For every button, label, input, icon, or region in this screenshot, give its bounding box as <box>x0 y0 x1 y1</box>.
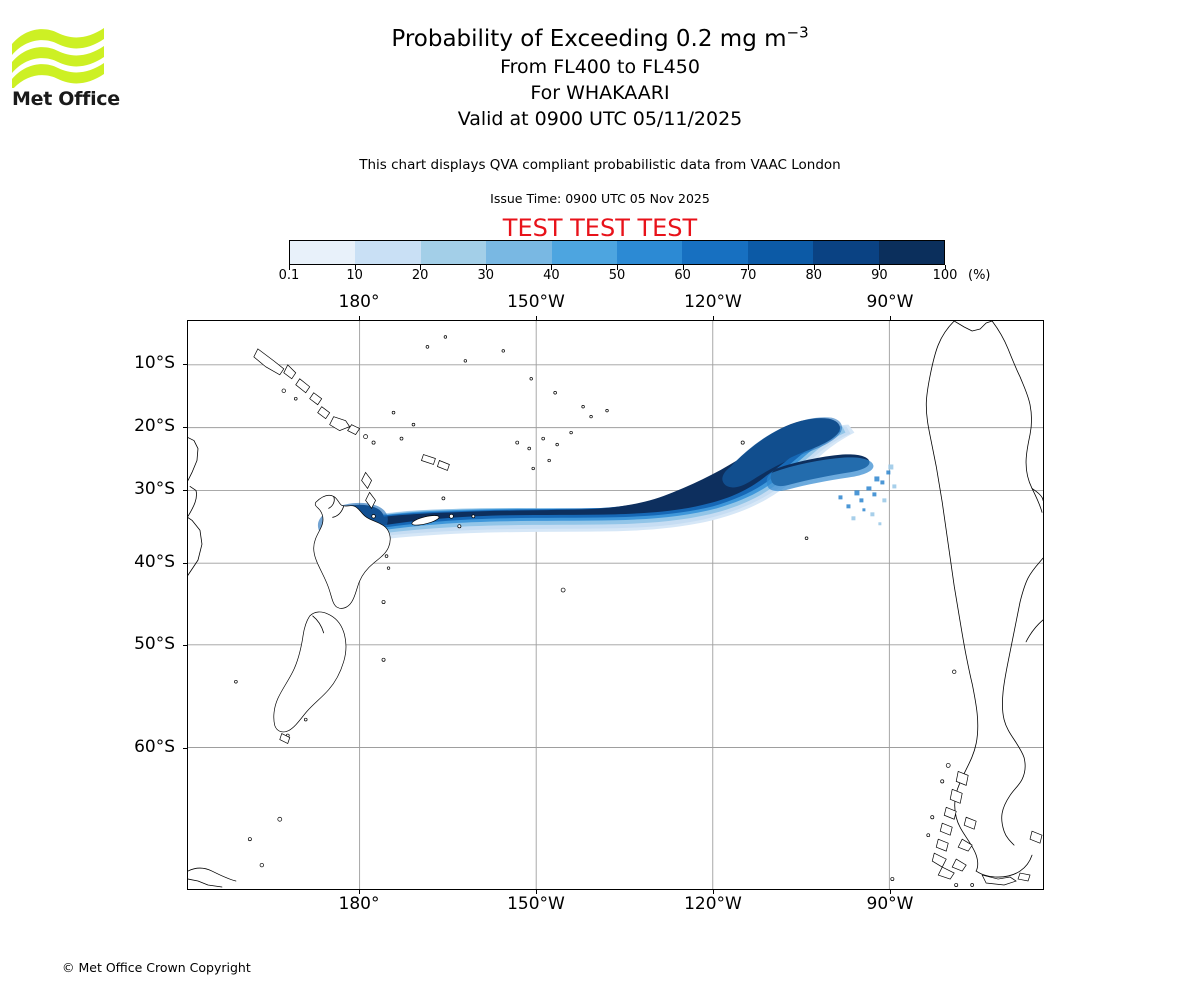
colorbar-tick-label: 0.1 <box>278 268 300 283</box>
longitude-tick <box>713 316 714 320</box>
chilean-archipelago <box>926 763 977 887</box>
met-office-wordmark: Met Office <box>12 88 120 110</box>
colorbar-tick <box>748 265 750 270</box>
met-office-wave-mark <box>12 28 104 90</box>
issue-time-label: Issue Time: 0900 UTC 05 Nov 2025 <box>490 191 710 206</box>
map-canvas <box>188 321 1043 889</box>
longitude-label-bottom: 120°W <box>684 894 742 914</box>
valid-time-line: Valid at 0900 UTC 05/11/2025 <box>457 108 743 130</box>
flight-level-line: From FL400 to FL450 <box>500 56 700 78</box>
ash-concentration-map[interactable] <box>187 320 1044 890</box>
colorbar-tick-label: 10 <box>346 268 363 283</box>
longitude-tick <box>536 316 537 320</box>
longitude-label-top: 90°W <box>866 292 914 312</box>
colorbar-tick-label: 100 <box>932 268 958 283</box>
longitude-tick <box>713 890 714 894</box>
colorbar-tick-label: 30 <box>477 268 495 283</box>
qva-compliance-note: This chart displays QVA compliant probab… <box>359 157 841 173</box>
latitude-tick <box>183 364 187 365</box>
colorbar-tick <box>682 265 684 270</box>
colorbar-segment-9 <box>878 241 945 264</box>
latitude-label: 30°S <box>134 479 175 499</box>
title-exponent: −3 <box>786 23 809 42</box>
longitude-label-bottom: 150°W <box>507 894 565 914</box>
latitude-label: 40°S <box>134 552 175 572</box>
latitude-tick <box>183 645 187 646</box>
longitude-tick <box>359 316 360 320</box>
colorbar-tick <box>289 265 290 270</box>
colorbar-tick-label: 90 <box>871 268 888 283</box>
colorbar-tick <box>945 265 946 270</box>
latitude-tick <box>183 563 187 564</box>
probability-colorbar <box>289 240 945 265</box>
volcano-line: For WHAKAARI <box>530 82 670 104</box>
longitude-tick <box>359 890 360 894</box>
colorbar-tick-label: 60 <box>674 268 691 283</box>
ash-plume-probability-field <box>317 417 897 546</box>
colorbar-segment-5 <box>617 241 683 264</box>
colorbar-tick-label: 40 <box>543 268 560 283</box>
longitude-tick <box>890 316 891 320</box>
colorbar-segment-8 <box>813 241 879 264</box>
test-banner: TEST TEST TEST <box>502 214 698 242</box>
colorbar-tick <box>617 265 618 270</box>
chart-title-block: Probability of Exceeding 0.2 mg m−3 From… <box>0 24 1200 132</box>
plume-scatter-faint <box>851 464 897 526</box>
longitude-tick <box>536 890 537 894</box>
latitude-label: 50°S <box>134 634 175 654</box>
colorbar-segment-0 <box>290 241 356 264</box>
colorbar-tick-label: 70 <box>739 268 757 283</box>
latitude-label: 10°S <box>134 353 175 373</box>
colorbar-tick-label: 20 <box>411 268 429 283</box>
colorbar-segment-3 <box>486 241 552 264</box>
latitude-tick <box>183 748 187 749</box>
longitude-label-top: 150°W <box>507 292 565 312</box>
colorbar-tick-label: 80 <box>805 268 823 283</box>
colorbar-segment-4 <box>551 241 618 264</box>
colorbar-segment-2 <box>420 241 487 264</box>
coastlines <box>188 321 1043 888</box>
colorbar-tick <box>354 265 356 270</box>
latitude-tick <box>183 427 187 428</box>
colorbar-tick <box>813 265 815 270</box>
longitude-label-bottom: 180° <box>338 894 380 914</box>
longitude-gridlines <box>359 321 890 889</box>
colorbar-gradient <box>289 240 945 265</box>
colorbar-unit-label: (%) <box>968 268 991 283</box>
longitude-tick <box>890 890 891 894</box>
latitude-label: 60°S <box>134 737 175 757</box>
colorbar-segment-6 <box>682 241 748 264</box>
longitude-label-top: 180° <box>338 292 380 312</box>
colorbar-tick <box>485 265 487 270</box>
colorbar-ticks <box>289 265 946 281</box>
colorbar-tick <box>879 265 881 270</box>
title-text: Probability of Exceeding 0.2 mg m <box>391 26 787 52</box>
latitude-label: 20°S <box>134 416 175 436</box>
plume-scatter-pixels <box>838 470 891 512</box>
colorbar-tick <box>551 265 553 270</box>
copyright-notice: © Met Office Crown Copyright <box>62 960 251 975</box>
colorbar-segment-7 <box>747 241 814 264</box>
colorbar-tick-labels: 0.1 10 20 30 40 50 60 70 80 90 100 <box>249 268 985 286</box>
colorbar-tick-label: 50 <box>608 268 626 283</box>
met-office-logo: Met Office <box>10 22 120 117</box>
colorbar-segment-1 <box>355 241 421 264</box>
longitude-label-top: 120°W <box>684 292 742 312</box>
colorbar-tick <box>420 265 422 270</box>
longitude-label-bottom: 90°W <box>866 894 914 914</box>
page-title: Probability of Exceeding 0.2 mg m−3 <box>0 24 1200 54</box>
latitude-tick <box>183 490 187 491</box>
